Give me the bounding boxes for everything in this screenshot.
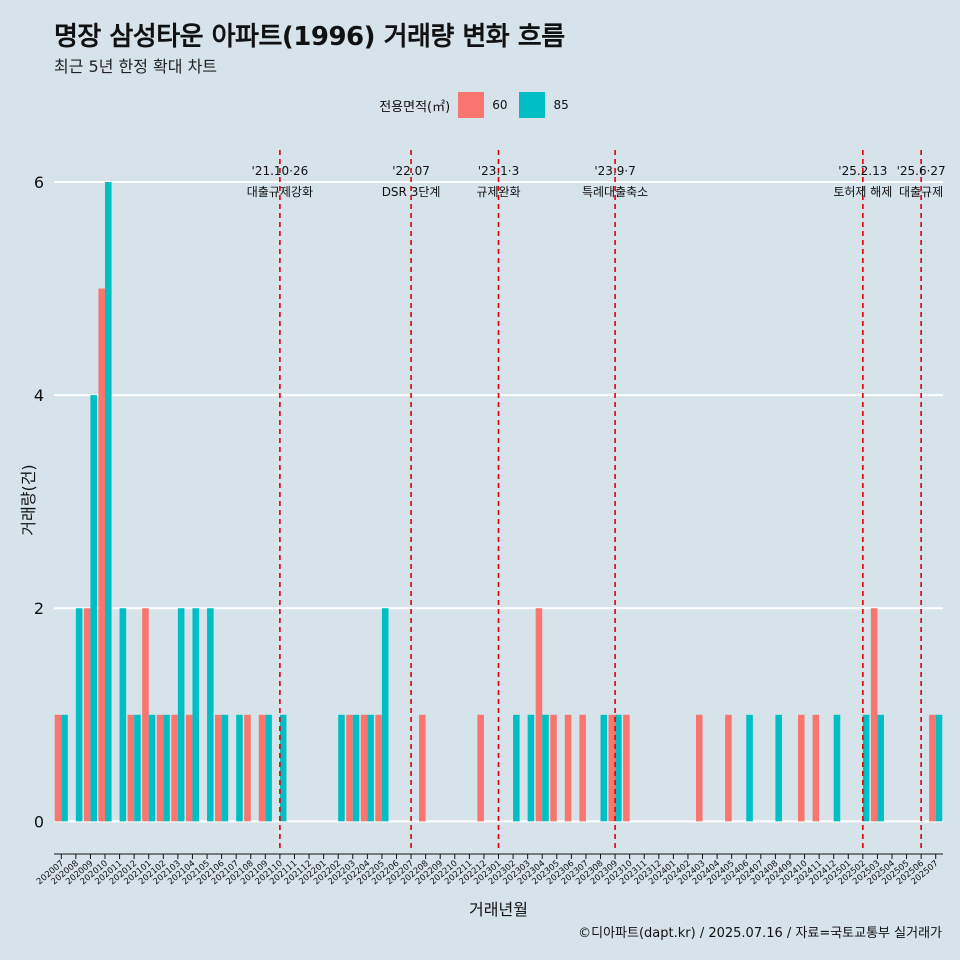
bar-85-202205	[381, 608, 389, 822]
legend-label-60: 60	[492, 98, 508, 112]
legend: 전용면적(㎡) 60 85	[0, 92, 960, 118]
bar-85-202203	[352, 714, 360, 822]
source-caption: ©디아파트(dapt.kr) / 2025.07.16 / 자료=국토교통부 실…	[578, 926, 942, 941]
bar-85-202308	[600, 714, 608, 822]
bar-60-202109	[258, 714, 266, 822]
bar-85-202012	[134, 714, 141, 822]
bar-60-202403	[695, 714, 703, 822]
y-tick-label: 0	[34, 812, 44, 831]
event-date-label: '21.10·26	[252, 164, 309, 178]
event-date-label: '23.1·3	[478, 164, 519, 178]
bar-60-202009	[83, 608, 91, 822]
bar-85-202309	[615, 714, 622, 822]
event-date-label: '22.07	[392, 164, 430, 178]
bar-60-202108	[244, 714, 251, 822]
bar-60-202411	[812, 714, 820, 822]
event-date-label: '25.6·27	[897, 164, 946, 178]
bar-60-202306	[564, 714, 572, 822]
bar-85-202105	[207, 608, 214, 822]
legend-swatch-85	[519, 92, 546, 118]
bar-60-202507	[929, 714, 936, 822]
bar-85-202502	[862, 714, 870, 822]
bar-85-202009	[90, 395, 97, 822]
bar-85-202011	[119, 608, 127, 822]
y-tick-label: 2	[34, 599, 44, 618]
legend-item-60: 60	[458, 92, 507, 118]
bar-60-202307	[579, 714, 586, 822]
bar-60-202103	[171, 714, 178, 822]
bar-85-202202	[338, 714, 345, 822]
y-axis-title: 거래량(건)	[19, 464, 38, 535]
bar-60-202102	[156, 714, 164, 822]
bar-60-202304	[535, 608, 543, 822]
event-label: 대출규제강화	[247, 185, 313, 199]
legend-item-85: 85	[519, 92, 569, 118]
bar-60-202503	[870, 608, 878, 822]
bar-60-202106	[215, 714, 222, 822]
bar-60-202205	[375, 714, 382, 822]
bar-60-202208	[419, 714, 426, 822]
bar-85-202107	[236, 714, 243, 822]
event-date-label: '25.2.13	[838, 164, 887, 178]
bar-85-202104	[192, 608, 200, 822]
bar-60-202012	[127, 714, 135, 822]
bar-60-202410	[797, 714, 805, 822]
bar-85-202010	[105, 181, 112, 822]
bar-60-202010	[98, 288, 106, 822]
bar-60-202204	[360, 714, 368, 822]
event-label: 대출규제	[899, 185, 943, 199]
event-label: 토허제 해제	[833, 185, 892, 199]
bar-60-202405	[725, 714, 732, 822]
bar-85-202302	[513, 714, 520, 822]
legend-title: 전용면적(㎡)	[379, 99, 451, 115]
bar-60-202007	[54, 714, 62, 822]
bar-85-202408	[775, 714, 782, 822]
x-axis-title: 거래년월	[469, 900, 528, 919]
bar-60-202101	[142, 608, 149, 822]
bar-60-202309	[608, 714, 616, 822]
bar-85-202507	[935, 714, 943, 822]
bar-85-202109	[265, 714, 272, 822]
chart-title: 명장 삼성타운 아파트(1996) 거래량 변화 흐름	[54, 22, 565, 52]
bar-85-202204	[367, 714, 374, 822]
y-tick-label: 6	[34, 173, 44, 192]
chart-subtitle: 최근 5년 한정 확대 차트	[54, 57, 218, 76]
bar-85-202101	[148, 714, 156, 822]
bar-85-202106	[221, 714, 229, 822]
event-label: 규제완화	[476, 185, 520, 199]
bar-85-202103	[177, 608, 185, 822]
bar-85-202304	[542, 714, 549, 822]
event-label: DSR 3단계	[382, 185, 441, 199]
bar-60-202310	[623, 714, 630, 822]
bar-85-202503	[877, 714, 884, 822]
bar-60-202203	[346, 714, 353, 822]
bar-60-202212	[477, 714, 484, 822]
bar-85-202008	[75, 608, 83, 822]
bar-60-202104	[185, 714, 193, 822]
bar-85-202102	[163, 714, 170, 822]
legend-swatch-60	[458, 92, 485, 118]
event-label: 특례대출축소	[582, 185, 648, 199]
bar-85-202406	[746, 714, 753, 822]
event-date-label: '23.9·7	[594, 164, 635, 178]
bar-85-202007	[61, 714, 68, 822]
legend-label-85: 85	[553, 98, 569, 112]
bar-85-202412	[833, 714, 841, 822]
bar-85-202303	[527, 714, 535, 822]
y-tick-label: 4	[34, 386, 44, 405]
bar-85-202110	[279, 714, 287, 822]
bar-60-202305	[550, 714, 557, 822]
